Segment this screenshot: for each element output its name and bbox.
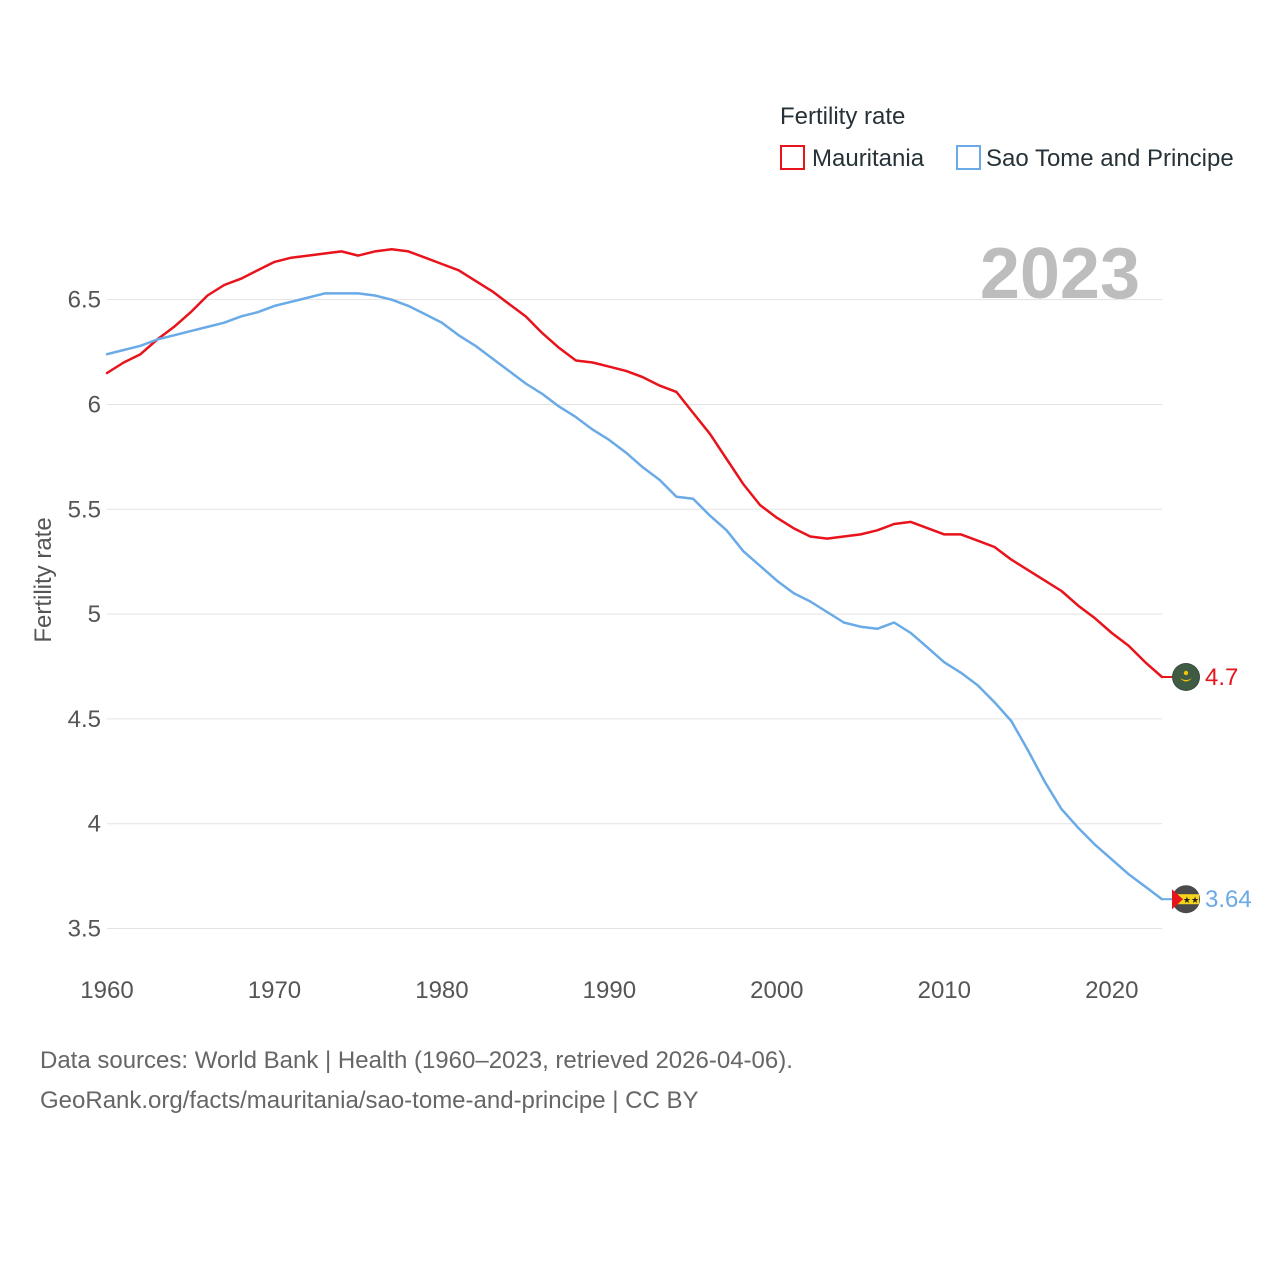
legend-swatch-mauritania <box>780 145 805 170</box>
series-lines <box>105 248 1164 901</box>
y-tick-label: 5 <box>88 601 101 628</box>
gridlines <box>107 299 1162 930</box>
end-markers: 4.7 ★★ 3.64 <box>1162 662 1252 914</box>
y-tick-label: 4.5 <box>68 706 101 733</box>
y-axis-ticks: 3.5 4 4.5 5 5.5 6 6.5 <box>68 287 101 943</box>
legend-title: Fertility rate <box>780 103 905 130</box>
sao-tome-flag-icon: ★★ <box>1162 885 1200 914</box>
year-indicator: 2023 <box>980 234 1140 314</box>
x-tick-label: 1960 <box>80 977 133 1004</box>
y-tick-label: 4 <box>88 811 101 838</box>
y-tick-label: 3.5 <box>68 916 101 943</box>
end-value-label-sao-tome: 3.64 <box>1205 886 1252 913</box>
mauritania-flag-icon <box>1162 662 1200 691</box>
legend-label-mauritania: Mauritania <box>812 145 925 172</box>
y-tick-label: 5.5 <box>68 496 101 523</box>
y-tick-label: 6 <box>88 391 101 418</box>
legend: Fertility rate Mauritania Sao Tome and P… <box>780 103 1234 172</box>
x-tick-label: 2000 <box>750 977 803 1004</box>
source-line-2[interactable]: GeoRank.org/facts/mauritania/sao-tome-an… <box>40 1087 699 1114</box>
legend-item-sao-tome[interactable]: Sao Tome and Principe <box>956 145 1234 172</box>
x-axis-ticks: 1960 1970 1980 1990 2000 2010 2020 <box>80 977 1138 1004</box>
x-tick-label: 1980 <box>415 977 468 1004</box>
legend-swatch-sao-tome <box>956 145 981 170</box>
legend-label-sao-tome: Sao Tome and Principe <box>986 145 1234 172</box>
x-tick-label: 1970 <box>248 977 301 1004</box>
y-axis-title: Fertility rate <box>30 517 57 642</box>
source-line-1: Data sources: World Bank | Health (1960–… <box>40 1047 793 1074</box>
end-value-label-mauritania: 4.7 <box>1205 664 1238 691</box>
x-tick-label: 1990 <box>583 977 636 1004</box>
svg-text:★★: ★★ <box>1183 895 1199 905</box>
series-line-sao-tome[interactable] <box>105 292 1164 901</box>
legend-item-mauritania[interactable]: Mauritania <box>780 145 925 172</box>
y-tick-label: 6.5 <box>68 287 101 314</box>
x-tick-label: 2010 <box>918 977 971 1004</box>
x-tick-label: 2020 <box>1085 977 1138 1004</box>
series-line-mauritania[interactable] <box>105 248 1164 679</box>
